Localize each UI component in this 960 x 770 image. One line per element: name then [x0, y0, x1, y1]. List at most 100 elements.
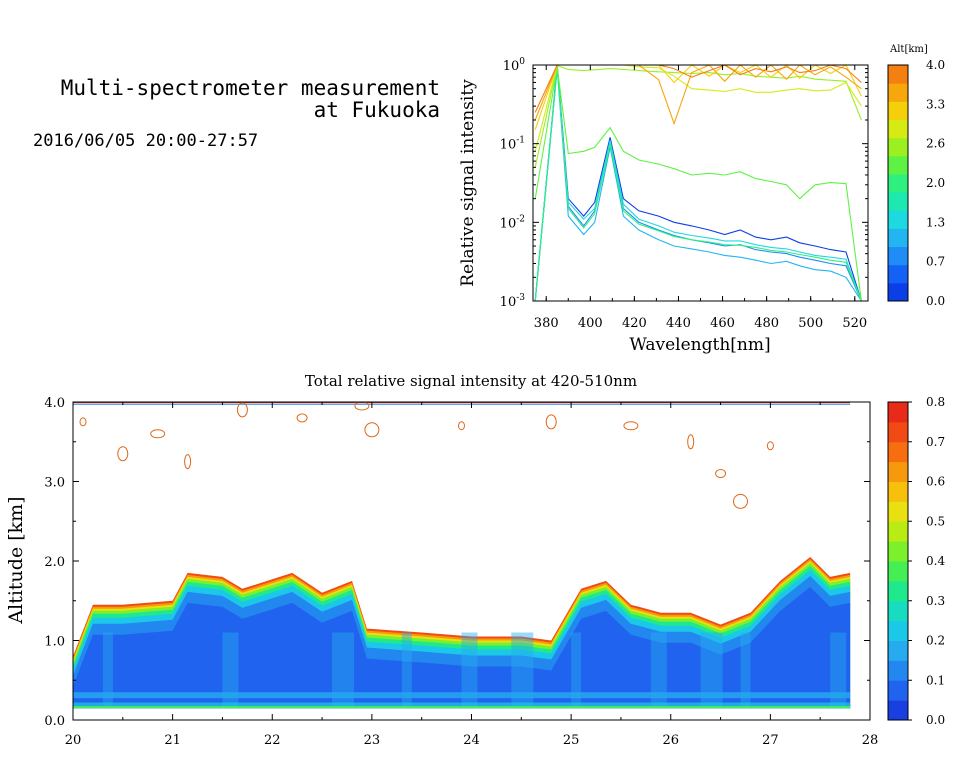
heatmap-streak [332, 632, 354, 708]
colorbar-swatch [888, 264, 908, 284]
x-tick-label: 21 [164, 733, 181, 748]
colorbar-tick-label: 0.3 [926, 594, 945, 608]
colorbar-swatch [888, 441, 908, 463]
spectrum-plot-area [533, 65, 868, 301]
cloud-contour [296, 413, 308, 423]
colorbar-swatch [888, 155, 908, 175]
spectrum-y-label: Relative signal intensity [458, 79, 478, 287]
x-tick-label: 22 [264, 733, 281, 748]
colorbar-tick-label: 0.5 [926, 514, 945, 528]
cloud-contour [236, 402, 248, 418]
spectrum-series-line [534, 65, 862, 113]
colorbar-swatch [888, 119, 908, 139]
heatmap-streak [571, 632, 582, 708]
cloud-contour [458, 421, 465, 431]
colorbar-tick-label: 0.7 [926, 435, 945, 449]
page-title-line1: Multi-spectrometer measurement [61, 76, 440, 100]
cloud-contour [623, 421, 639, 431]
cloud-contour [733, 493, 748, 509]
colorbar-tick-label: 0.2 [926, 634, 945, 648]
spectrum-series-line [534, 65, 862, 168]
heatmap-band [73, 706, 851, 709]
x-tick-label: 520 [842, 316, 867, 331]
y-tick-label: 3.0 [44, 476, 65, 491]
heatmap-y-label: Altitude [km] [5, 496, 27, 624]
heatmap-streak [461, 632, 478, 708]
colorbar-tick-label: 4.0 [926, 58, 945, 72]
colorbar-swatch [888, 137, 908, 157]
spectrum-chart: 380 400 420 440 460 480 500 520 10-3 10-2 10-1 100… [458, 44, 945, 355]
intensity-colorbar: 0.0 0.1 0.2 0.3 0.4 0.5 0.6 0.7 0.8 [887, 395, 945, 727]
altitude-colorbar: 0.0 0.7 1.3 2.0 2.6 3.3 4.0 [887, 58, 945, 308]
x-tick-label: 27 [762, 733, 779, 748]
altitude-colorbar-label: Alt[km] [889, 44, 928, 55]
cloud-contour [364, 422, 380, 438]
colorbar-swatch [888, 580, 908, 602]
cloud-contour [766, 441, 774, 451]
colorbar-swatch [888, 282, 908, 302]
y-tick-label: 10-3 [500, 293, 526, 310]
y-tick-label: 0.0 [44, 714, 65, 729]
heatmap-streak [700, 632, 723, 708]
page-title-line2: at Fukuoka [314, 98, 440, 122]
colorbar-swatch [888, 421, 908, 443]
x-tick-label: 24 [463, 733, 480, 748]
x-tick-label: 25 [563, 733, 580, 748]
colorbar-swatch [888, 640, 908, 661]
colorbar-swatch [888, 65, 908, 84]
cloud-contour [687, 434, 695, 450]
y-tick-label: 100 [503, 57, 526, 74]
x-tick-label: 28 [862, 733, 879, 748]
colorbar-tick-label: 0.0 [926, 713, 945, 727]
colorbar-tick-label: 3.3 [926, 97, 945, 111]
colorbar-swatch [888, 521, 908, 542]
colorbar-swatch [888, 192, 908, 211]
y-tick-label: 2.0 [44, 555, 65, 570]
colorbar-tick-label: 0.6 [926, 475, 945, 489]
x-tick-label: 400 [578, 316, 603, 331]
y-tick-label: 10-1 [500, 136, 525, 153]
heatmap-streak [740, 632, 751, 708]
spectrum-series-line [534, 67, 862, 301]
colorbar-swatch [888, 173, 908, 193]
y-tick-label: 10-2 [500, 214, 525, 231]
cloud-contour [117, 446, 129, 462]
time-range-label: 2016/06/05 20:00-27:57 [33, 131, 258, 151]
x-tick-label: 480 [754, 316, 779, 331]
cloud-contour [354, 402, 370, 411]
cloud-contour [184, 454, 192, 470]
colorbar-frame [887, 64, 909, 302]
colorbar-tick-label: 0.0 [926, 294, 945, 308]
heatmap-streak [222, 632, 239, 708]
colorbar-tick-label: 1.3 [926, 215, 945, 229]
heatmap-layer [73, 587, 851, 709]
x-tick-label: 23 [364, 733, 381, 748]
heatmap-band [73, 702, 851, 708]
colorbar-swatch [888, 660, 908, 681]
colorbar-tick-label: 0.4 [926, 554, 945, 568]
cloud-contour [150, 429, 166, 439]
heatmap-y-ticks: 0.0 1.0 2.0 3.0 4.0 [44, 396, 870, 729]
heatmap-x-ticks: 20 21 22 23 24 25 26 27 28 [65, 402, 879, 748]
spectrum-series-line [534, 68, 862, 301]
cloud-contour [715, 469, 727, 478]
colorbar-swatch [888, 700, 908, 721]
colorbar-swatch [888, 620, 908, 642]
colorbar-swatch [888, 561, 908, 582]
colorbar-swatch [888, 501, 908, 522]
x-tick-label: 380 [534, 316, 559, 331]
colorbar-tick-label: 2.0 [926, 176, 945, 190]
colorbar-swatch [888, 246, 908, 266]
heatmap-field [73, 402, 851, 709]
colorbar-swatch [888, 541, 908, 562]
cloud-contour [545, 414, 557, 430]
spectrum-series-line [534, 65, 862, 152]
colorbar-tick-label: 0.8 [926, 395, 945, 409]
colorbar-tick-label: 0.7 [926, 255, 945, 269]
spectrum-x-label: Wavelength[nm] [629, 335, 770, 355]
heatmap-streak [511, 632, 534, 708]
x-tick-label: 460 [710, 316, 735, 331]
heatmap-streak [650, 632, 667, 708]
colorbar-swatch [888, 83, 908, 102]
